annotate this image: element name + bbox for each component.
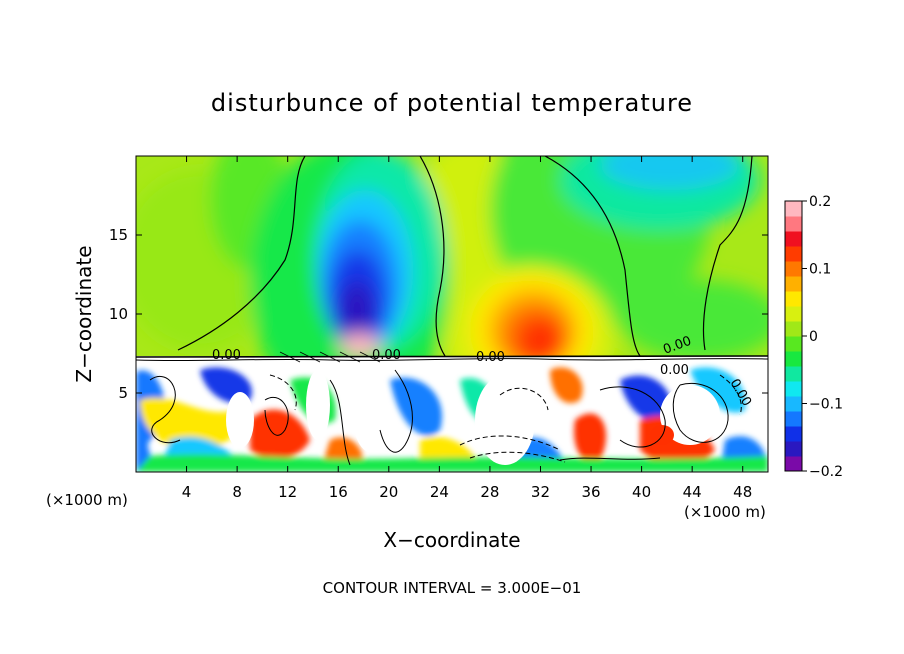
colorbar-swatch	[785, 351, 802, 367]
colorbar-swatch	[785, 441, 802, 457]
contour-line	[419, 156, 446, 357]
colorbar-swatch	[785, 426, 802, 442]
contour-line	[177, 156, 306, 351]
contour-label: 0.00	[212, 348, 241, 363]
colorbar-tick-label: 0	[809, 329, 818, 345]
y-tick-label: 10	[109, 305, 128, 323]
x-tick-label: 8	[232, 483, 242, 501]
colorbar-swatch	[785, 216, 802, 232]
colorbar-swatch	[785, 396, 802, 412]
colorbar-swatch	[785, 306, 802, 322]
x-tick-label: 28	[480, 483, 499, 501]
contour-interval-note: CONTOUR INTERVAL = 3.000E−01	[323, 579, 582, 597]
contour-label: 0.00	[372, 348, 401, 363]
contour-label: 0.00	[660, 363, 689, 378]
x-tick-label: 32	[531, 483, 550, 501]
plot-area: 0.00 0.00 0.00 0.00 0.00 0.00	[136, 156, 768, 472]
colorbar-tick-label: 0.1	[809, 262, 831, 278]
x-tick-label: 44	[683, 483, 702, 501]
colorbar-swatch	[785, 336, 802, 352]
colorbar-swatch	[785, 291, 802, 307]
y-axis-title: Z−coordinate	[72, 245, 96, 382]
x-tick-label: 48	[733, 483, 752, 501]
colorbar-swatch	[785, 366, 802, 382]
interface-line	[136, 351, 768, 363]
x-tick-label: 20	[379, 483, 398, 501]
colorbar-tick-label: −0.2	[809, 464, 843, 480]
x-axis: 4 8 12 16 20 24 28 32 36 40 44 48	[182, 156, 752, 501]
y-tick-label: 5	[118, 384, 128, 402]
contour-label: 0.00	[476, 350, 505, 365]
colorbar-swatch	[785, 231, 802, 247]
x-axis-unit-right: (×1000 m)	[684, 503, 766, 521]
y-axis: 5 10 15	[109, 226, 768, 402]
x-axis-title: X−coordinate	[383, 528, 520, 552]
colorbar-swatch	[785, 201, 802, 217]
colorbar-tick-label: −0.1	[809, 397, 843, 413]
colorbar: 0.2 0.1 0 −0.1 −0.2	[784, 194, 843, 480]
y-tick-label: 15	[109, 226, 128, 244]
colorbar-swatch	[785, 381, 802, 397]
contour-line	[702, 156, 753, 351]
colorbar-swatch	[785, 411, 802, 427]
x-tick-label: 40	[632, 483, 651, 501]
x-tick-label: 36	[581, 483, 600, 501]
colorbar-swatch	[785, 261, 802, 277]
colorbar-swatch	[785, 456, 802, 472]
x-axis-unit-left: (×1000 m)	[46, 491, 128, 509]
chart-title: disturbunce of potential temperature	[211, 89, 693, 117]
lower-field	[136, 356, 768, 472]
x-tick-label: 16	[329, 483, 348, 501]
colorbar-swatch	[785, 246, 802, 262]
x-tick-label: 24	[430, 483, 449, 501]
colorbar-tick-label: 0.2	[809, 194, 831, 210]
x-tick-label: 4	[182, 483, 192, 501]
colorbar-swatch	[785, 321, 802, 337]
colorbar-swatch	[785, 276, 802, 292]
contour-line	[544, 156, 641, 357]
x-tick-label: 12	[278, 483, 297, 501]
upper-contours	[177, 156, 753, 357]
